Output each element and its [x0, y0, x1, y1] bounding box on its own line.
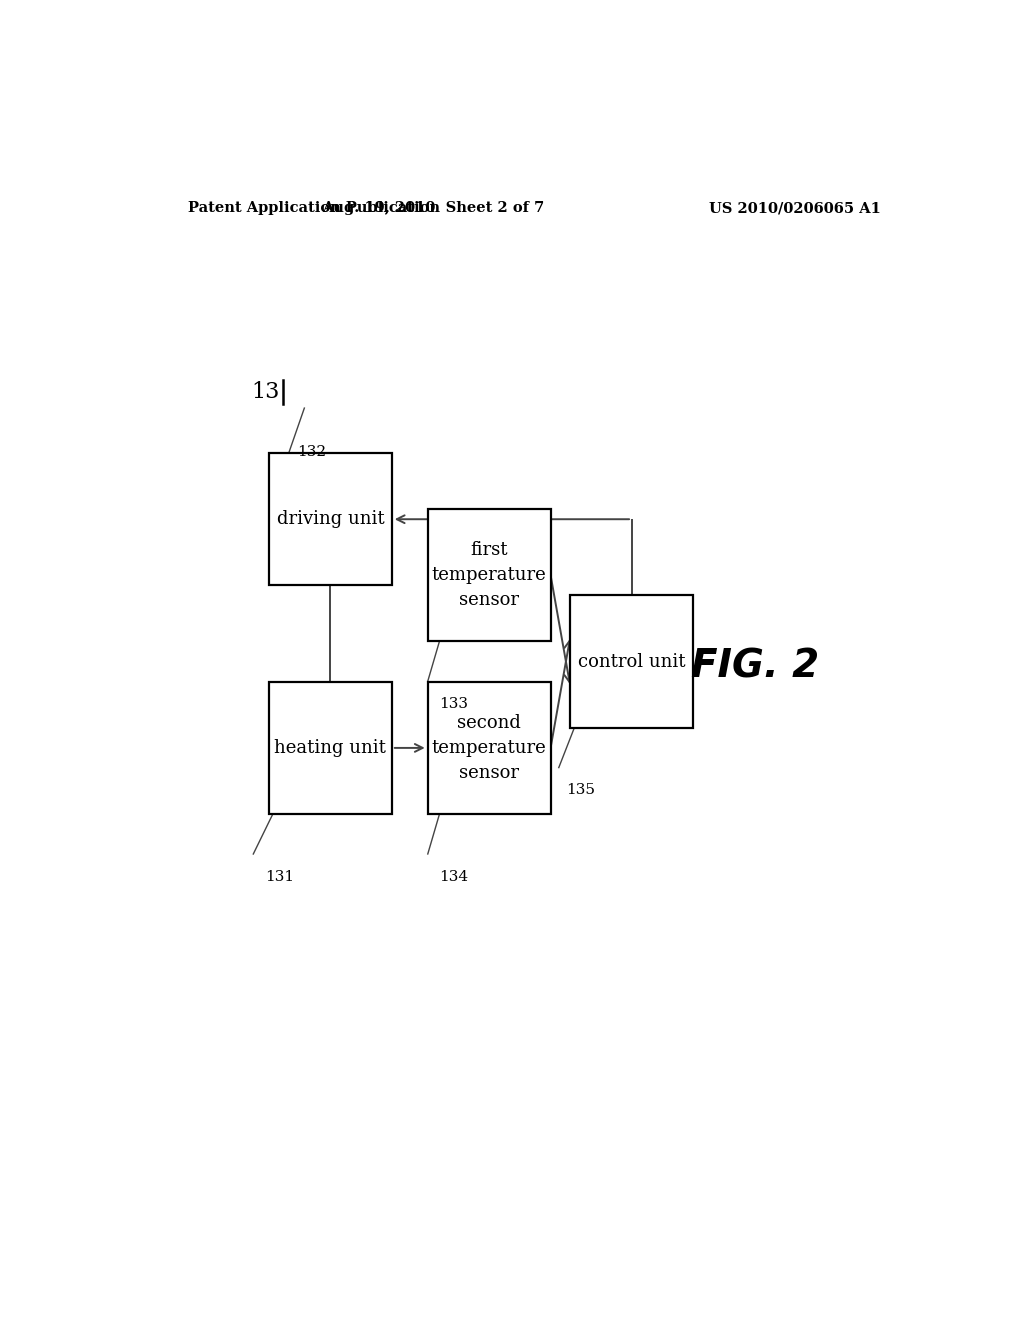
Text: 135: 135: [566, 784, 596, 797]
Text: control unit: control unit: [579, 652, 686, 671]
Text: US 2010/0206065 A1: US 2010/0206065 A1: [709, 201, 881, 215]
Text: second
temperature
sensor: second temperature sensor: [432, 714, 547, 781]
Text: 13: 13: [251, 381, 280, 403]
Bar: [570, 595, 693, 727]
Bar: [428, 682, 551, 814]
Text: first
temperature
sensor: first temperature sensor: [432, 541, 547, 609]
Text: Patent Application Publication: Patent Application Publication: [187, 201, 439, 215]
Text: 131: 131: [265, 870, 294, 884]
Bar: [428, 510, 551, 642]
Bar: [269, 682, 392, 814]
Text: Aug. 19, 2010  Sheet 2 of 7: Aug. 19, 2010 Sheet 2 of 7: [323, 201, 545, 215]
Text: FIG. 2: FIG. 2: [691, 648, 819, 685]
Text: 133: 133: [439, 697, 469, 711]
Text: 134: 134: [439, 870, 469, 884]
Bar: [269, 453, 392, 585]
Text: driving unit: driving unit: [276, 511, 384, 528]
Text: 132: 132: [297, 445, 326, 459]
Text: heating unit: heating unit: [274, 739, 386, 756]
